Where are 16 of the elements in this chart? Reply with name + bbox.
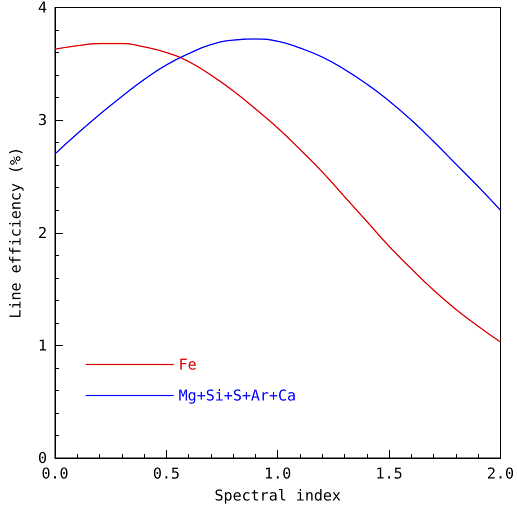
x-tick-label: 0.0 (41, 464, 69, 482)
x-tick-label: 2.0 (486, 464, 514, 482)
y-tick-label: 2 (38, 224, 47, 242)
line-series (54, 42, 502, 343)
x-axis-title: Spectral index (214, 486, 341, 504)
text: Mg+Si+S+Ar+Ca (178, 386, 296, 404)
y-axis-title: Line efficiency (%) (6, 146, 24, 319)
text: Fe (178, 356, 197, 374)
x-tick-label: 1.0 (264, 464, 292, 482)
x-tick-label: 1.5 (376, 464, 403, 482)
line-series (54, 38, 502, 211)
y-tick-label: 1 (38, 336, 47, 354)
y-tick-label: 4 (38, 0, 47, 16)
y-tick-label: 0 (38, 449, 47, 467)
x-tick-label: 0.5 (152, 464, 180, 482)
y-tick-label: 3 (38, 111, 47, 130)
